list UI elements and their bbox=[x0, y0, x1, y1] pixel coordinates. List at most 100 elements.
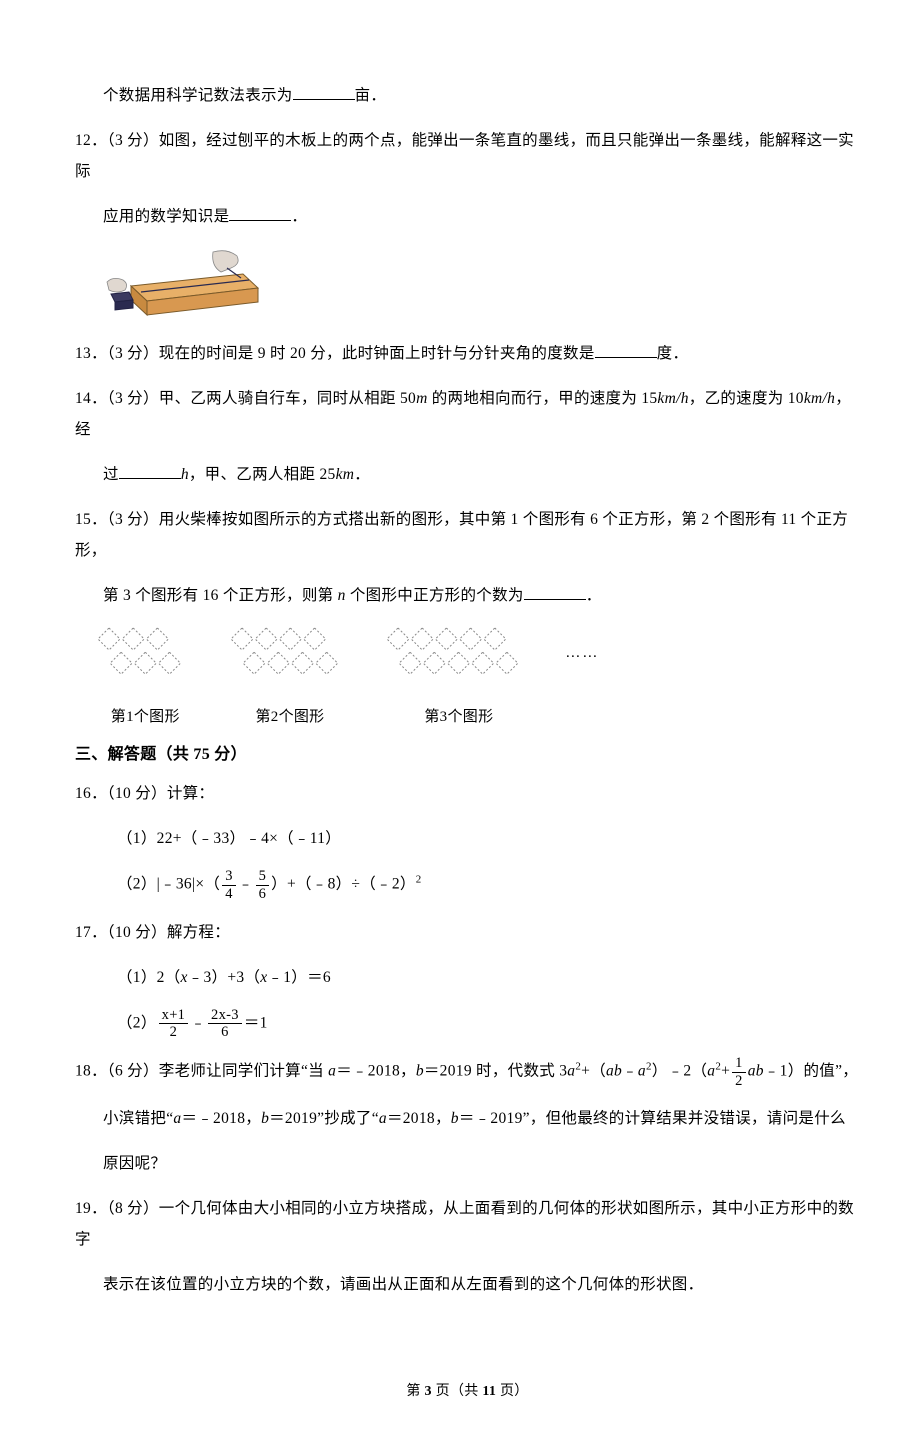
q18-t1h: ﹣1）的值”， bbox=[764, 1063, 858, 1080]
q11-post: 亩． bbox=[355, 87, 387, 104]
blank-12 bbox=[229, 205, 291, 221]
q18-t3: 原因呢？ bbox=[103, 1155, 166, 1172]
q14-h: h bbox=[181, 466, 189, 483]
q18-t1a: 李老师让同学们计算“当 bbox=[159, 1063, 328, 1080]
footer-pre: 第 bbox=[406, 1384, 424, 1399]
q16-p1-text: （1）22+（﹣33）﹣4×（﹣11） bbox=[117, 830, 341, 847]
q18-b1: b bbox=[416, 1063, 424, 1080]
q18-t2b: ＝﹣2018， bbox=[181, 1110, 261, 1127]
pattern-1-caption: 第1个图形 bbox=[111, 705, 180, 726]
q15-t2post: ． bbox=[586, 587, 602, 604]
frac-1-2: 12 bbox=[732, 1055, 746, 1089]
q12-t1: 如图，经过刨平的木板上的两个点，能弹出一条笔直的墨线，而且只能弹出一条墨线，能解… bbox=[75, 132, 854, 180]
q17-p1b: ﹣3）+3（ bbox=[188, 969, 261, 986]
pattern-2-caption: 第2个图形 bbox=[255, 705, 324, 726]
frac-x1-2: x+12 bbox=[159, 1007, 189, 1041]
q18-ab2: ab bbox=[748, 1063, 764, 1080]
pattern-2: 第2个图形 bbox=[228, 625, 353, 726]
q18-b3: b bbox=[451, 1110, 459, 1127]
q18-a3: a bbox=[638, 1063, 646, 1080]
q19-t2: 表示在该位置的小立方块的个数，请画出从正面和从左面看到的这个几何体的形状图． bbox=[103, 1276, 703, 1293]
pattern-dots: …… bbox=[565, 645, 599, 662]
q17-head: 17．（10 分）解方程： bbox=[75, 917, 860, 948]
blank-11 bbox=[293, 84, 355, 100]
q19-t1: 一个几何体由大小相同的小立方块搭成，从上面看到的几何体的形状如图所示，其中小正方… bbox=[75, 1200, 854, 1248]
q12-line2: 应用的数学知识是 ． bbox=[103, 201, 860, 232]
q15-n: n bbox=[338, 587, 346, 604]
footer-cur: 3 bbox=[425, 1384, 432, 1399]
q16-title: 计算： bbox=[167, 785, 214, 802]
pattern-3-svg bbox=[384, 625, 533, 701]
q12-figure bbox=[103, 246, 860, 324]
q14-line2: 过 h，甲、乙两人相距 25km． bbox=[103, 459, 860, 490]
q18-t1b: ＝﹣2018， bbox=[336, 1063, 416, 1080]
q15-t2b: 个图形中正方形的个数为 bbox=[346, 587, 524, 604]
q19-num: 19．（8 分） bbox=[75, 1200, 159, 1217]
frac-2x3-6: 2x-36 bbox=[208, 1007, 242, 1041]
q13-num: 13．（3 分） bbox=[75, 345, 159, 362]
q16-head: 16．（10 分）计算： bbox=[75, 778, 860, 809]
q12-t2pre: 应用的数学知识是 bbox=[103, 208, 229, 225]
q11-cont: 个数据用科学记数法表示为亩． bbox=[103, 80, 860, 111]
q15-t1: 用火柴棒按如图所示的方式搭出新的图形，其中第 1 个图形有 6 个正方形，第 2… bbox=[75, 511, 848, 559]
q16-sq: 2 bbox=[416, 874, 422, 886]
pattern-3: 第3个图形 bbox=[384, 625, 533, 726]
q13-pre: 现在的时间是 9 时 20 分，此时钟面上时针与分针夹角的度数是 bbox=[159, 345, 595, 362]
blank-14 bbox=[119, 463, 181, 479]
q15-line2: 第 3 个图形有 16 个正方形，则第 n 个图形中正方形的个数为． bbox=[103, 580, 860, 611]
q16-p1: （1）22+（﹣33）﹣4×（﹣11） bbox=[117, 823, 860, 854]
plank-svg bbox=[103, 246, 263, 324]
q14-km: km bbox=[336, 466, 355, 483]
frac-3-4: 34 bbox=[222, 868, 236, 902]
frac-5-6: 56 bbox=[256, 868, 270, 902]
q19-line1: 19．（8 分）一个几何体由大小相同的小立方块搭成，从上面看到的几何体的形状如图… bbox=[75, 1193, 860, 1255]
section-3-heading: 三、解答题（共 75 分） bbox=[75, 740, 860, 764]
q12-line1: 12．（3 分）如图，经过刨平的木板上的两个点，能弹出一条笔直的墨线，而且只能弹… bbox=[75, 125, 860, 187]
q17-title: 解方程： bbox=[167, 924, 230, 941]
q17-p2a: （2） bbox=[117, 1014, 157, 1031]
q18-line3: 原因呢？ bbox=[103, 1148, 860, 1179]
pattern-1-svg bbox=[95, 625, 196, 701]
q14-t1c: ，乙的速度为 10 bbox=[689, 390, 804, 407]
q18-t1g: + bbox=[721, 1063, 730, 1080]
q16-num: 16．（10 分） bbox=[75, 785, 167, 802]
q16-p2a: （2）|﹣36|×（ bbox=[117, 876, 220, 893]
q14-num: 14．（3 分） bbox=[75, 390, 159, 407]
q16-p2b: ）+（﹣8）÷（﹣2） bbox=[271, 876, 416, 893]
q17-num: 17．（10 分） bbox=[75, 924, 167, 941]
q16-minus: ﹣ bbox=[238, 876, 254, 893]
q18-t2a: 小滨错把“ bbox=[103, 1110, 173, 1127]
page-footer: 第 3 页（共 11 页） bbox=[75, 1380, 860, 1400]
footer-tot: 11 bbox=[482, 1384, 496, 1399]
q18-line2: 小滨错把“a＝﹣2018，b＝2019”抄成了“a＝2018，b＝﹣2019”，… bbox=[103, 1103, 860, 1134]
q15-figures: 第1个图形 第2个图形 第3个图形 …… bbox=[95, 625, 860, 726]
q18-t2e: ＝﹣2019”，但他最终的计算结果并没错误，请问是什么 bbox=[459, 1110, 846, 1127]
pattern-3-caption: 第3个图形 bbox=[424, 705, 493, 726]
q19-line2: 表示在该位置的小立方块的个数，请画出从正面和从左面看到的这个几何体的形状图． bbox=[103, 1269, 860, 1300]
q14-t2mid: ，甲、乙两人相距 25 bbox=[189, 466, 336, 483]
q16-p2: （2）|﹣36|×（34﹣56）+（﹣8）÷（﹣2）2 bbox=[117, 868, 860, 902]
q18-t1e: ﹣ bbox=[622, 1063, 638, 1080]
pattern-2-svg bbox=[228, 625, 353, 701]
q12-num: 12．（3 分） bbox=[75, 132, 159, 149]
q17-p2b: ＝1 bbox=[244, 1014, 268, 1031]
q17-p1a: （1）2（ bbox=[117, 969, 181, 986]
q14-t1: 甲、乙两人骑自行车，同时从相距 50 bbox=[159, 390, 416, 407]
q18-line1: 18．（6 分）李老师让同学们计算“当 a＝﹣2018，b＝2019 时，代数式… bbox=[75, 1055, 860, 1089]
q18-t2c: ＝2019”抄成了“ bbox=[269, 1110, 379, 1127]
q14-line1: 14．（3 分）甲、乙两人骑自行车，同时从相距 50m 的两地相向而行，甲的速度… bbox=[75, 383, 860, 445]
q12-t2post: ． bbox=[291, 208, 307, 225]
q14-t2post: ． bbox=[354, 466, 370, 483]
q14-m: m bbox=[416, 390, 428, 407]
q17-p2: （2）x+12﹣2x-36＝1 bbox=[117, 1007, 860, 1041]
q17-p1c: ﹣1）＝6 bbox=[267, 969, 331, 986]
q18-a1: a bbox=[328, 1063, 336, 1080]
blank-15 bbox=[524, 584, 586, 600]
q18-num: 18．（6 分） bbox=[75, 1063, 159, 1080]
q18-t1c: ＝2019 时，代数式 3 bbox=[424, 1063, 567, 1080]
q15-line1: 15．（3 分）用火柴棒按如图所示的方式搭出新的图形，其中第 1 个图形有 6 … bbox=[75, 504, 860, 566]
q14-t1b: 的两地相向而行，甲的速度为 15 bbox=[428, 390, 658, 407]
q18-a6: a bbox=[379, 1110, 387, 1127]
q14-t2pre: 过 bbox=[103, 466, 119, 483]
q17-x1: x bbox=[181, 969, 188, 986]
